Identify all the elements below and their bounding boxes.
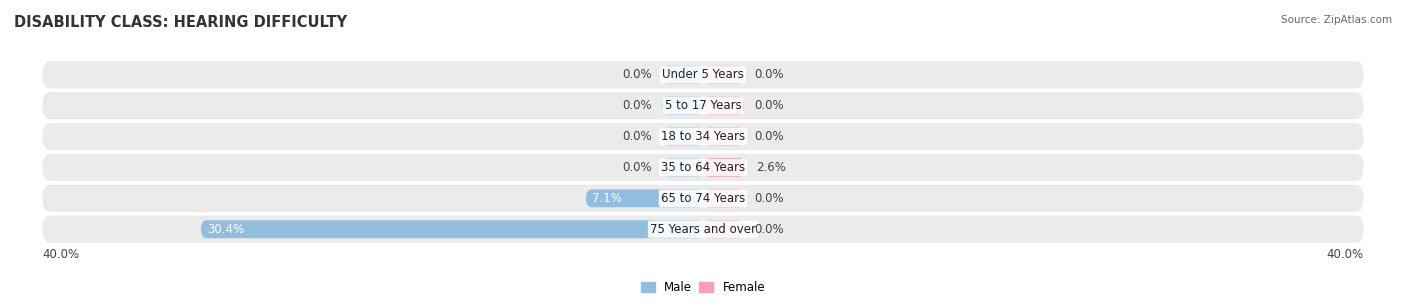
Text: 40.0%: 40.0% [42,248,79,261]
Text: 0.0%: 0.0% [754,99,783,112]
FancyBboxPatch shape [703,128,744,146]
Text: 0.0%: 0.0% [623,161,652,174]
Text: 75 Years and over: 75 Years and over [650,223,756,236]
Text: 40.0%: 40.0% [1327,248,1364,261]
FancyBboxPatch shape [201,220,703,238]
FancyBboxPatch shape [42,123,1364,150]
Text: 0.0%: 0.0% [754,192,783,205]
FancyBboxPatch shape [42,92,1364,119]
Text: 2.6%: 2.6% [756,161,786,174]
FancyBboxPatch shape [586,189,703,207]
Legend: Male, Female: Male, Female [641,281,765,294]
Text: 5 to 17 Years: 5 to 17 Years [665,99,741,112]
Text: 0.0%: 0.0% [754,130,783,143]
Text: 65 to 74 Years: 65 to 74 Years [661,192,745,205]
Text: 7.1%: 7.1% [592,192,623,205]
Text: 0.0%: 0.0% [623,130,652,143]
FancyBboxPatch shape [662,97,703,115]
FancyBboxPatch shape [703,97,744,115]
Text: 30.4%: 30.4% [207,223,245,236]
Text: 0.0%: 0.0% [754,223,783,236]
FancyBboxPatch shape [662,128,703,146]
FancyBboxPatch shape [703,220,744,238]
FancyBboxPatch shape [42,154,1364,181]
FancyBboxPatch shape [703,66,744,84]
Text: Source: ZipAtlas.com: Source: ZipAtlas.com [1281,15,1392,25]
FancyBboxPatch shape [703,189,744,207]
FancyBboxPatch shape [42,61,1364,88]
Text: 0.0%: 0.0% [623,68,652,81]
FancyBboxPatch shape [662,158,703,176]
Text: DISABILITY CLASS: HEARING DIFFICULTY: DISABILITY CLASS: HEARING DIFFICULTY [14,15,347,30]
FancyBboxPatch shape [42,216,1364,243]
FancyBboxPatch shape [662,66,703,84]
Text: 35 to 64 Years: 35 to 64 Years [661,161,745,174]
FancyBboxPatch shape [42,185,1364,212]
Text: 18 to 34 Years: 18 to 34 Years [661,130,745,143]
FancyBboxPatch shape [703,158,747,176]
Text: Under 5 Years: Under 5 Years [662,68,744,81]
Text: 0.0%: 0.0% [623,99,652,112]
Text: 0.0%: 0.0% [754,68,783,81]
